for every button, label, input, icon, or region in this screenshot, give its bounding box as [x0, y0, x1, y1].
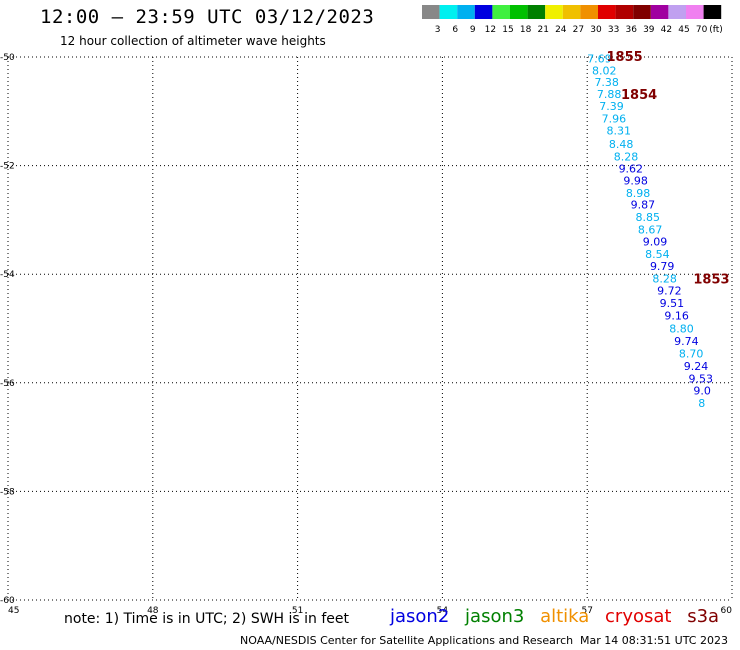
wave-height-label: 8.70	[679, 347, 704, 360]
y-tick-label: -56	[0, 379, 15, 389]
legend-cryosat: cryosat	[605, 606, 672, 627]
x-tick-label: 51	[292, 606, 303, 616]
scale-swatch	[703, 5, 722, 19]
scale-swatch	[580, 5, 598, 19]
wave-height-label: 9.79	[650, 260, 675, 273]
y-tick-label: -60	[0, 596, 15, 606]
x-tick-label: 45	[8, 606, 19, 616]
wave-height-label: 8.54	[645, 248, 670, 261]
scale-label: 18	[520, 25, 532, 35]
wave-height-label: 8.80	[669, 323, 694, 336]
legend-jason3: jason3	[465, 606, 525, 627]
scale-label: 3	[435, 25, 441, 35]
scale-swatch	[668, 5, 686, 19]
time-label: 1853	[693, 273, 729, 288]
wave-height-label: 7.96	[602, 112, 627, 125]
y-tick-label: -58	[0, 487, 15, 497]
wave-height-label: 9.74	[674, 335, 699, 348]
wave-height-label: 7.39	[599, 100, 624, 113]
scale-label: 15	[502, 25, 513, 35]
wave-height-label: 7.88	[597, 88, 622, 101]
scale-swatch	[650, 5, 669, 19]
y-tick-label: -50	[0, 53, 15, 63]
wave-height-label: 9.51	[660, 297, 685, 310]
scale-label: 45	[678, 25, 689, 35]
wave-height-label: 8.28	[614, 150, 639, 163]
wave-height-label: 9.62	[619, 162, 644, 175]
scale-label: 39	[643, 25, 655, 35]
scale-label: 30	[590, 25, 602, 35]
scale-label: 12	[485, 25, 496, 35]
scale-label: 21	[537, 25, 548, 35]
wave-height-label: 8.48	[609, 138, 634, 151]
y-tick-label: -54	[0, 270, 15, 280]
wave-height-label: 8.67	[638, 224, 663, 237]
scale-swatch	[474, 5, 493, 19]
scale-swatch	[492, 5, 510, 19]
note-text: note: 1) Time is in UTC; 2) SWH is in fe…	[64, 611, 350, 627]
wave-height-label: 8.28	[652, 273, 677, 286]
x-tick-label: 57	[581, 606, 592, 616]
wave-height-label: 9.53	[689, 372, 714, 385]
scale-label: 24	[555, 25, 567, 35]
scale-label: 36	[625, 25, 637, 35]
scale-swatch	[457, 5, 475, 19]
scale-swatch	[527, 5, 546, 19]
legend-jason2: jason2	[390, 606, 450, 627]
scale-label: 9	[470, 25, 476, 35]
scale-swatch	[615, 5, 634, 19]
footer-timestamp: Mar 14 08:31:51 UTC 2023	[580, 634, 728, 647]
scale-swatch	[686, 5, 704, 19]
wave-height-label: 7.38	[594, 76, 619, 89]
wave-height-label: 8.31	[607, 124, 632, 137]
y-tick-label: -52	[0, 162, 15, 172]
x-tick-label: 48	[147, 606, 159, 616]
page-subtitle: 12 hour collection of altimeter wave hei…	[60, 34, 326, 48]
wave-height-label: 9.0	[693, 384, 711, 397]
wave-height-label: 9.09	[643, 236, 668, 249]
footer-credit: NOAA/NESDIS Center for Satellite Applica…	[240, 634, 574, 647]
wave-height-label: 8.85	[635, 211, 660, 224]
scale-unit: (ft)	[709, 25, 723, 35]
scale-swatch	[439, 5, 458, 19]
scale-swatch	[545, 5, 563, 19]
color-scale-bar: 3 6 9 12 15 18 21 24 27 30 33 36 39 42 45 70 (ft)	[422, 5, 723, 35]
legend-altika: altika	[540, 606, 590, 627]
page-title: 12:00 – 23:59 UTC 03/12/2023	[40, 6, 375, 28]
wave-height-label: 9.98	[623, 174, 648, 187]
scale-swatch	[510, 5, 528, 19]
scale-swatch	[422, 5, 440, 19]
x-tick-label: 54	[437, 606, 449, 616]
satellite-legend: jason2 jason3 altika cryosat s3a	[390, 606, 729, 627]
time-label: 1855	[607, 50, 643, 65]
color-scale: 3 6 9 12 15 18 21 24 27 30 33 36 39 42 45 70 (ft)	[422, 5, 740, 41]
wave-height-label: 9.87	[631, 199, 656, 212]
wave-height-label: 8	[698, 397, 705, 410]
time-label: 1854	[621, 88, 657, 103]
wave-height-label: 7.69	[587, 53, 612, 66]
scale-swatch	[633, 5, 651, 19]
scale-label: 70	[696, 25, 708, 35]
legend-s3a: s3a	[687, 606, 720, 627]
wave-height-label: 9.72	[657, 284, 682, 297]
x-tick-label: 60	[721, 606, 733, 616]
wave-height-label: 9.16	[664, 309, 689, 322]
wave-height-label: 9.24	[684, 360, 709, 373]
scale-label: 33	[608, 25, 619, 35]
scale-swatch	[598, 5, 616, 19]
wave-height-label: 8.02	[592, 65, 617, 78]
scale-label: 27	[573, 25, 584, 35]
scale-swatch	[562, 5, 581, 19]
scale-label: 6	[452, 25, 458, 35]
scale-label: 42	[661, 25, 672, 35]
wave-height-label: 8.98	[626, 187, 651, 200]
